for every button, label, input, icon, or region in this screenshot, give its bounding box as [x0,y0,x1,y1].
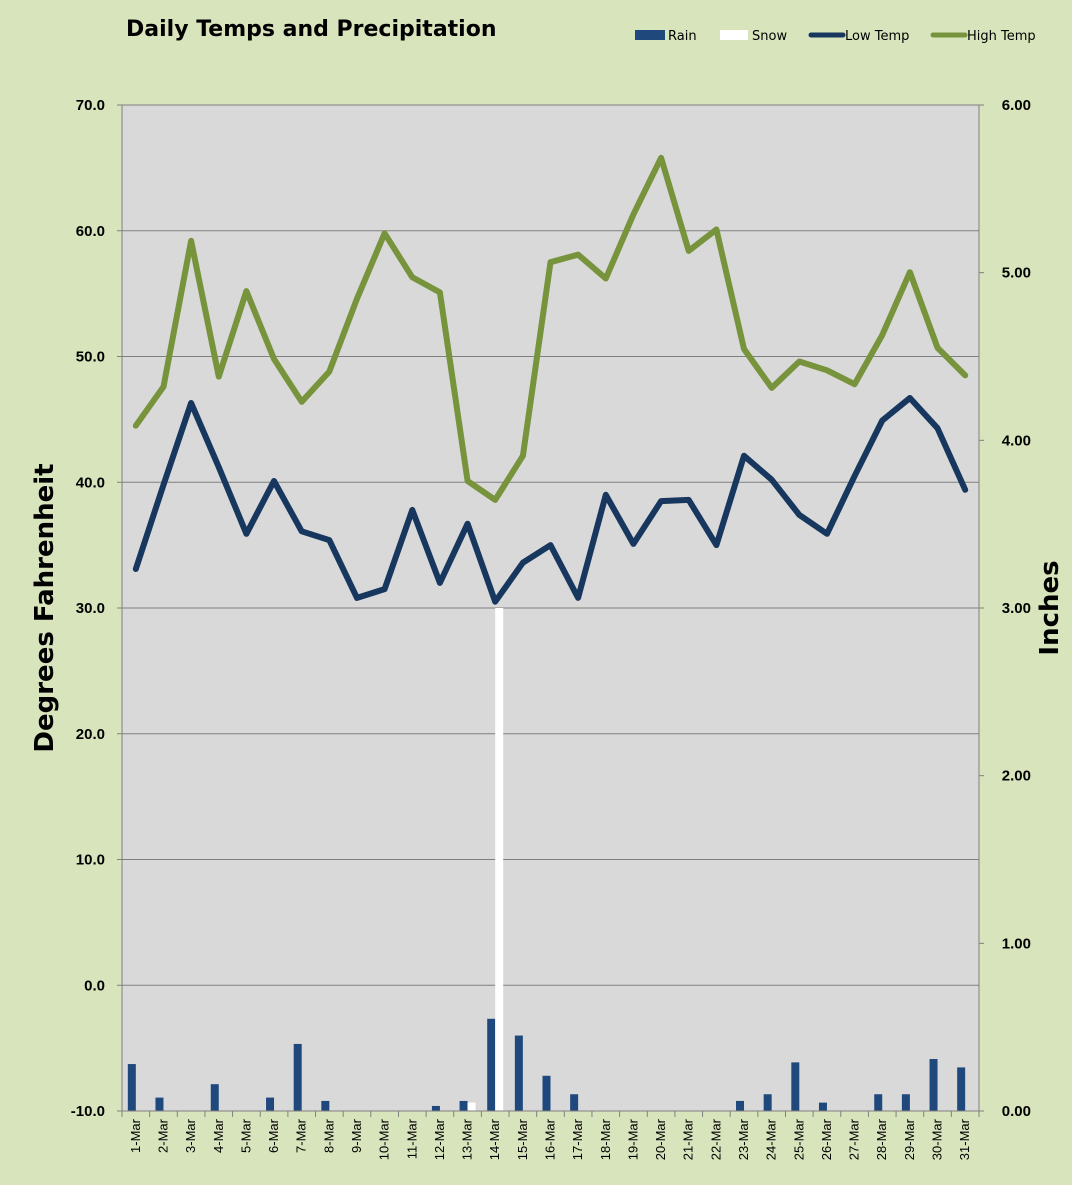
x-tick-label: 30-Mar [930,1118,945,1160]
y2-axis-title: Inches [1035,560,1065,655]
y-axis-title: Degrees Fahrenheit [30,463,60,752]
legend-snow-swatch [720,30,748,40]
x-tick-label: 3-Mar [183,1118,198,1153]
high-temp-line [132,154,969,503]
x-tick-label: 6-Mar [266,1118,281,1153]
rain-bar [818,1102,827,1111]
rain-bar [155,1097,164,1111]
x-tick-label: 2-Mar [155,1118,170,1153]
rain-bar [570,1094,579,1111]
left-tick-label: 50.0 [76,349,105,366]
rain-bar [542,1075,551,1111]
left-tick-label: -10.0 [71,1103,105,1120]
legend-rain-swatch [635,30,665,40]
x-tick-label: 22-Mar [708,1118,723,1160]
left-tick-label: 70.0 [76,97,105,114]
x-tick-label: 16-Mar [543,1118,558,1160]
rain-bar [431,1105,440,1111]
x-tick-label: 18-Mar [598,1118,613,1160]
legend-rain-label: Rain [668,29,697,44]
rain-bar [487,1018,496,1111]
rain-bar [763,1094,772,1111]
x-tick-label: 14-Mar [487,1118,502,1160]
right-tick-label: 4.00 [1002,432,1031,449]
low-temp-line [132,395,969,605]
rain-bar [736,1100,745,1111]
x-tick-label: 24-Mar [764,1118,779,1160]
x-tick-label: 26-Mar [819,1118,834,1160]
x-tick-label: 20-Mar [653,1118,668,1160]
rain-bar [901,1094,910,1111]
legend: Rain Snow Low Temp High Temp [635,29,1036,44]
left-tick-label: 40.0 [76,474,105,491]
x-tick-label: 1-Mar [128,1118,143,1153]
right-tick-label: 6.00 [1002,97,1031,114]
rain-bar [874,1094,883,1111]
rain-bar [293,1043,302,1111]
snow-bar [495,608,504,1111]
x-tick-label: 19-Mar [625,1118,640,1160]
right-axis-ticks: 6.00 5.00 4.00 3.00 2.00 1.00 0.00 [979,97,1031,1120]
axes [121,105,980,1112]
x-tick-label: 29-Mar [902,1118,917,1160]
left-tick-label: 30.0 [76,600,105,617]
rain-bar [929,1059,938,1111]
rain-bar [957,1067,966,1111]
legend-low-label: Low Temp [845,29,909,44]
x-tick-label: 25-Mar [791,1118,806,1160]
right-tick-label: 1.00 [1002,935,1031,952]
right-tick-label: 2.00 [1002,768,1031,785]
x-tick-label: 23-Mar [736,1118,751,1160]
x-tick-label: 12-Mar [432,1118,447,1160]
rain-bar [210,1084,219,1111]
legend-snow-label: Snow [752,29,787,44]
x-tick-label: 27-Mar [847,1118,862,1160]
x-axis-ticks: 1-Mar 2-Mar 3-Mar 4-Mar 5-Mar 6-Mar 7-Mar 8-Mar… [121,1111,980,1160]
x-tick-label: 28-Mar [874,1118,889,1160]
x-tick-label: 13-Mar [460,1118,475,1160]
rain-bar [791,1062,800,1111]
x-tick-label: 7-Mar [294,1118,309,1153]
right-tick-label: 0.00 [1002,1103,1031,1120]
snow-bar [467,1102,476,1111]
rain-bar [321,1100,330,1111]
x-tick-label: 5-Mar [238,1118,253,1153]
temperature-lines [132,154,969,605]
x-tick-label: 15-Mar [515,1118,530,1160]
left-tick-label: 20.0 [76,726,105,743]
legend-high-label: High Temp [967,29,1036,44]
right-tick-label: 5.00 [1002,265,1031,282]
x-tick-label: 4-Mar [211,1118,226,1153]
x-tick-label: 21-Mar [681,1118,696,1160]
left-axis-ticks: 70.0 60.0 50.0 40.0 30.0 20.0 10.0 0.0 -10.0 [71,97,122,1120]
rain-bar [266,1097,275,1111]
x-tick-label: 31-Mar [957,1118,972,1160]
left-tick-label: 60.0 [76,223,105,240]
rain-bar [514,1035,523,1111]
right-tick-label: 3.00 [1002,600,1031,617]
precipitation-bars [127,608,966,1111]
left-tick-label: 10.0 [76,852,105,869]
x-tick-label: 17-Mar [570,1118,585,1160]
left-tick-label: 0.0 [84,977,105,994]
x-tick-label: 11-Mar [404,1118,419,1159]
rain-bar [127,1064,136,1111]
x-tick-label: 9-Mar [349,1118,364,1153]
x-tick-label: 10-Mar [377,1118,392,1160]
x-tick-label: 8-Mar [321,1118,336,1153]
rain-bar [459,1100,468,1111]
chart-title: Daily Temps and Precipitation [126,17,497,42]
